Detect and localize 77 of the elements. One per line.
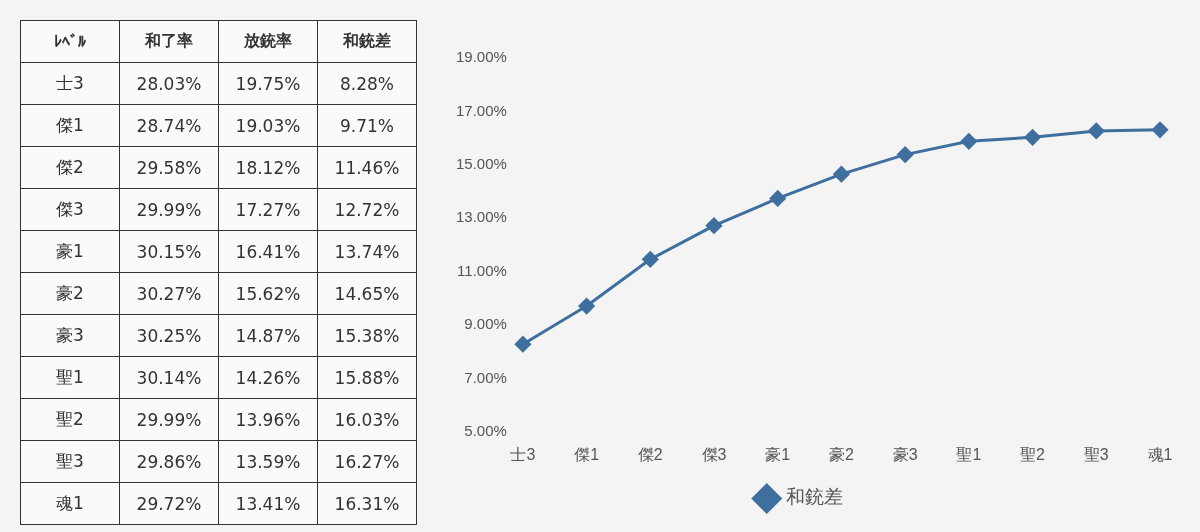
data-label: 29.72% bbox=[119, 482, 219, 525]
data-label: 29.58% bbox=[119, 146, 219, 189]
data-label: 16.31% bbox=[317, 482, 417, 525]
point bbox=[1024, 129, 1041, 146]
data-label: 16.03% bbox=[317, 398, 417, 441]
data-label: 16.27% bbox=[317, 440, 417, 483]
series-label: 和了率 bbox=[119, 20, 219, 63]
data-label: 13.96% bbox=[218, 398, 318, 441]
data-label: 30.25% bbox=[119, 314, 219, 357]
point bbox=[1152, 121, 1168, 138]
data-label: 29.86% bbox=[119, 440, 219, 483]
category-label: 士3 bbox=[20, 62, 120, 105]
x-tick-label: 魂1 bbox=[1147, 445, 1173, 463]
y-tick-label: 15.00% bbox=[456, 154, 507, 172]
legend-label: 和銃差 bbox=[785, 485, 843, 508]
data-label: 19.75% bbox=[218, 62, 318, 105]
y-tick-label: 9.00% bbox=[464, 315, 507, 333]
point bbox=[897, 146, 914, 163]
point bbox=[833, 166, 850, 183]
data-label: 30.15% bbox=[119, 230, 219, 273]
data-label: 14.65% bbox=[317, 272, 417, 315]
data-label: 13.59% bbox=[218, 440, 318, 483]
category-label: 豪3 bbox=[20, 314, 120, 357]
point bbox=[960, 133, 977, 150]
x-tick-label: 傑2 bbox=[637, 445, 663, 463]
x-tick-label: 豪2 bbox=[828, 445, 854, 463]
x-tick-label: 豪3 bbox=[892, 445, 918, 463]
data-label: 29.99% bbox=[119, 398, 219, 441]
point bbox=[578, 298, 595, 315]
x-tick-label: 傑1 bbox=[574, 445, 600, 463]
data-label: 30.27% bbox=[119, 272, 219, 315]
text: 和銃差 bbox=[317, 20, 417, 63]
x-tick-label: 豪1 bbox=[765, 445, 791, 463]
category-label: 傑3 bbox=[20, 188, 120, 231]
y-tick-label: 13.00% bbox=[456, 208, 507, 226]
data-label: 15.38% bbox=[317, 314, 417, 357]
data-label: 15.88% bbox=[317, 356, 417, 399]
x-tick-label: 士3 bbox=[510, 445, 536, 463]
data-label: 28.74% bbox=[119, 104, 219, 147]
data-label: 17.27% bbox=[218, 188, 318, 231]
x-tick-label: 聖3 bbox=[1083, 445, 1109, 463]
category-label: 魂1 bbox=[20, 482, 120, 525]
category-label: 傑2 bbox=[20, 146, 120, 189]
text: ﾚﾍﾞﾙ bbox=[20, 20, 120, 63]
data-label: 8.28% bbox=[317, 62, 417, 105]
y-tick-label: 7.00% bbox=[464, 368, 507, 386]
data-label: 18.12% bbox=[218, 146, 318, 189]
data-label: 28.03% bbox=[119, 62, 219, 105]
data-label: 14.26% bbox=[218, 356, 318, 399]
point bbox=[514, 336, 531, 353]
data-label: 9.71% bbox=[317, 104, 417, 147]
x-tick-label: 聖2 bbox=[1020, 445, 1046, 463]
x-tick-label: 傑3 bbox=[701, 445, 727, 463]
y-tick-label: 11.00% bbox=[457, 261, 507, 279]
data-label: 16.41% bbox=[218, 230, 318, 273]
data-label: 29.99% bbox=[119, 188, 219, 231]
data-label: 14.87% bbox=[218, 314, 318, 357]
data-label: 19.03% bbox=[218, 104, 318, 147]
data-label: 12.72% bbox=[317, 188, 417, 231]
category-label: 豪2 bbox=[20, 272, 120, 315]
category-label: 聖1 bbox=[20, 356, 120, 399]
y-tick-label: 5.00% bbox=[464, 421, 507, 439]
point bbox=[706, 217, 723, 234]
data-label: 30.14% bbox=[119, 356, 219, 399]
y-tick-label: 19.00% bbox=[456, 48, 507, 66]
y-tick-label: 17.00% bbox=[456, 101, 507, 119]
point bbox=[1088, 122, 1105, 139]
data-label: 11.46% bbox=[317, 146, 417, 189]
text: 放銃率 bbox=[218, 20, 318, 63]
data-label: 13.74% bbox=[317, 230, 417, 273]
x-tick-label: 聖1 bbox=[956, 445, 982, 463]
data-label: 13.41% bbox=[218, 482, 318, 525]
category-label: 傑1 bbox=[20, 104, 120, 147]
category-label: 豪1 bbox=[20, 230, 120, 273]
point bbox=[642, 251, 659, 268]
data-label: 15.62% bbox=[218, 272, 318, 315]
point bbox=[769, 190, 786, 207]
